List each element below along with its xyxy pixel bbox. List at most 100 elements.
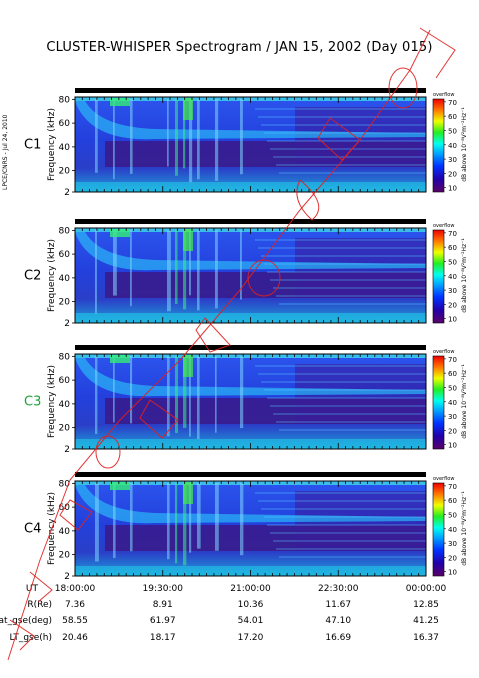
colorbar-header: overflow bbox=[433, 223, 454, 229]
emission-streak bbox=[215, 230, 218, 309]
orbit-cell: 16.37 bbox=[413, 633, 439, 643]
orbit-cell: 47.10 bbox=[325, 616, 351, 626]
colorbar-header: overflow bbox=[433, 476, 454, 482]
colorbar-tick-label: 30 bbox=[448, 156, 457, 164]
emission-streak bbox=[95, 99, 98, 173]
colorbar-tick-label: 20 bbox=[448, 301, 457, 309]
intense-emission bbox=[183, 482, 193, 504]
red-overlay-stamp bbox=[7, 27, 456, 661]
colorbar-tick-label: 50 bbox=[448, 258, 457, 266]
orbit-cell: 7.36 bbox=[65, 600, 85, 610]
emission-streak bbox=[189, 230, 191, 296]
emission-streak bbox=[197, 356, 200, 440]
stamp-stroke bbox=[59, 499, 93, 531]
colorbar-tick-label: 20 bbox=[448, 170, 457, 178]
emission-streak bbox=[95, 483, 99, 562]
emission-streak bbox=[130, 483, 133, 552]
emission-streak bbox=[240, 356, 244, 429]
colorbar-tick-label: 70 bbox=[448, 230, 457, 238]
emission-streak bbox=[183, 356, 187, 428]
y-tick-label: 80 bbox=[59, 226, 71, 236]
y-tick-label: 60 bbox=[59, 250, 71, 260]
colorbar-tick-label: 60 bbox=[448, 370, 457, 378]
emission-streak bbox=[95, 356, 98, 434]
intense-emission bbox=[110, 482, 130, 490]
emission-streak bbox=[215, 356, 217, 433]
y-tick-label: 40 bbox=[59, 274, 71, 284]
stamp-stroke bbox=[139, 399, 179, 439]
colorbar-tick-label: 40 bbox=[448, 526, 457, 534]
orbit-cell: 20.46 bbox=[62, 633, 88, 643]
colorbar-tick-label: 40 bbox=[448, 142, 457, 150]
emission-streak bbox=[167, 356, 170, 437]
colorbar-tick-label: 60 bbox=[448, 113, 457, 121]
data-coverage-bar bbox=[75, 219, 426, 224]
colorbar-label: dB above 10⁻⁸V²m⁻²Hz⁻¹ bbox=[461, 107, 468, 182]
colorbar-tick-label: 60 bbox=[448, 244, 457, 252]
orbit-cell: 8.91 bbox=[153, 600, 173, 610]
colorbar bbox=[432, 355, 445, 450]
y-axis-label: Frequency (kHz) bbox=[47, 365, 57, 438]
orbit-cell: 58.55 bbox=[62, 616, 88, 626]
emission-streak bbox=[175, 483, 178, 564]
data-coverage-bar bbox=[75, 472, 426, 477]
orbit-cell: 18.17 bbox=[150, 633, 176, 643]
spacecraft-label: C3 bbox=[24, 395, 41, 410]
orbit-cell: 54.01 bbox=[238, 616, 264, 626]
emission-streak bbox=[113, 356, 115, 423]
colorbar-tick-label: 40 bbox=[448, 399, 457, 407]
emission-streak bbox=[183, 483, 187, 566]
intense-emission bbox=[183, 98, 193, 120]
emission-streak bbox=[183, 230, 187, 310]
y-tick-label: 20 bbox=[59, 167, 71, 177]
colorbar-tick-label: 10 bbox=[448, 569, 457, 577]
stamp-stroke bbox=[9, 619, 35, 651]
stamp-stroke bbox=[95, 435, 121, 469]
orbit-cell: 11.67 bbox=[325, 600, 351, 610]
y-tick-label: 80 bbox=[59, 479, 71, 489]
emission-streak bbox=[215, 99, 219, 181]
plasma-emission bbox=[75, 101, 426, 140]
colorbar-tick-label: 50 bbox=[448, 511, 457, 519]
y-axis-label: Frequency (kHz) bbox=[47, 108, 57, 181]
stamp-stroke bbox=[419, 27, 456, 79]
emission-streak bbox=[215, 483, 219, 551]
orbit-row-label: UT bbox=[26, 584, 39, 594]
emission-streak bbox=[240, 483, 244, 556]
plasma-emission bbox=[75, 358, 426, 397]
emission-streak bbox=[95, 230, 97, 314]
stamp-stroke bbox=[29, 571, 53, 603]
spacecraft-label: C2 bbox=[24, 269, 41, 284]
orbit-cell: 18:00:00 bbox=[55, 584, 96, 594]
spacecraft-label: C1 bbox=[24, 138, 41, 153]
orbit-row-label: R(Re) bbox=[27, 600, 52, 610]
data-coverage-bar bbox=[75, 345, 426, 350]
colorbar bbox=[432, 482, 445, 577]
colorbar bbox=[432, 229, 445, 324]
emission-streak bbox=[130, 356, 133, 424]
colorbar-label: dB above 10⁻⁸V²m⁻²Hz⁻¹ bbox=[461, 238, 468, 313]
y-tick-label: 40 bbox=[59, 143, 71, 153]
emission-streak bbox=[197, 483, 201, 549]
y-tick-label: 2 bbox=[64, 188, 70, 198]
orbit-row-label: LT_gse(h) bbox=[10, 633, 52, 643]
intense-emission bbox=[183, 355, 193, 377]
orbit-cell: 19:30:00 bbox=[143, 584, 184, 594]
colorbar-tick-label: 10 bbox=[448, 442, 457, 450]
y-tick-label: 60 bbox=[59, 376, 71, 386]
intense-emission bbox=[110, 98, 130, 106]
stamp-stroke bbox=[296, 179, 320, 221]
emission-streak bbox=[167, 230, 171, 312]
y-tick-label: 2 bbox=[64, 319, 70, 329]
spacecraft-label: C4 bbox=[24, 522, 41, 537]
y-tick-label: 40 bbox=[59, 527, 71, 537]
emission-streak bbox=[240, 99, 243, 175]
colorbar-tick-label: 70 bbox=[448, 356, 457, 364]
emission-streak bbox=[113, 99, 115, 180]
emission-streak bbox=[189, 99, 193, 183]
stamp-stroke bbox=[317, 117, 361, 161]
orbit-cell: 41.25 bbox=[413, 616, 439, 626]
